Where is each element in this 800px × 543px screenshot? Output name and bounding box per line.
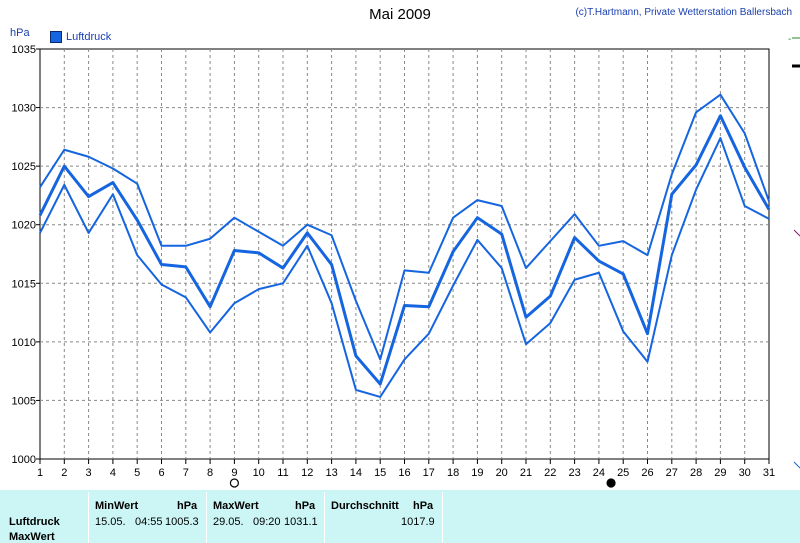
- statistics-panel: Luftdruck MaxWert MinWert hPa 15.05. 04:…: [0, 490, 800, 543]
- new-moon-marker: [606, 478, 616, 488]
- y-tick-label: 1015: [12, 278, 36, 290]
- x-tick-label: 16: [398, 467, 410, 479]
- x-tick-label: 7: [183, 467, 189, 479]
- y-tick-label: 1020: [12, 220, 36, 232]
- max-value: 1031.1: [284, 516, 318, 528]
- x-tick-label: 19: [471, 467, 483, 479]
- column-divider: [442, 492, 443, 543]
- x-tick-label: 4: [110, 467, 116, 479]
- min-time: 04:55: [135, 516, 163, 528]
- y-axis-unit: hPa: [10, 27, 30, 39]
- x-tick-label: 14: [350, 467, 362, 479]
- y-tick-label: 1010: [12, 337, 36, 349]
- x-tick-label: 23: [568, 467, 580, 479]
- x-tick-label: 2: [61, 467, 67, 479]
- x-tick-label: 24: [593, 467, 605, 479]
- x-tick-label: 3: [86, 467, 92, 479]
- column-divider: [88, 492, 89, 543]
- x-tick-label: 1: [37, 467, 43, 479]
- x-tick-label: 12: [301, 467, 313, 479]
- avg-header: Durchschnitt: [331, 500, 399, 512]
- x-tick-label: 17: [423, 467, 435, 479]
- legend: Luftdruck: [50, 31, 111, 43]
- x-tick-label: 27: [666, 467, 678, 479]
- x-tick-label: 30: [739, 467, 751, 479]
- x-tick-label: 20: [496, 467, 508, 479]
- x-tick-label: 11: [277, 467, 288, 479]
- y-tick-label: 1005: [12, 395, 36, 407]
- x-tick-label: 9: [231, 467, 237, 479]
- svg-text:-: -: [788, 34, 791, 45]
- chart-title: Mai 2009: [369, 6, 431, 23]
- x-tick-label: 5: [134, 467, 140, 479]
- x-tick-label: 26: [641, 467, 653, 479]
- x-tick-label: 6: [158, 467, 164, 479]
- x-tick-label: 28: [690, 467, 702, 479]
- min-date: 15.05.: [95, 516, 126, 528]
- series-line-lower: [39, 137, 770, 398]
- x-tick-label: 8: [207, 467, 213, 479]
- column-divider: [324, 492, 325, 543]
- legend-swatch: [50, 31, 62, 43]
- x-tick-label: 13: [325, 467, 337, 479]
- x-tick-label: 15: [374, 467, 386, 479]
- x-tick-label: 25: [617, 467, 629, 479]
- credit-text: (c)T.Hartmann, Private Wetterstation Bal…: [575, 7, 792, 18]
- min-header: MinWert: [95, 500, 139, 512]
- y-tick-label: 1000: [12, 454, 36, 466]
- avg-value: 1017.9: [401, 516, 435, 528]
- x-tick-label: 18: [447, 467, 459, 479]
- max-header: MaxWert: [213, 500, 259, 512]
- cropped-edge-marks: -: [788, 34, 800, 469]
- series-line-luftdruck: [38, 114, 771, 386]
- pressure-chart: 1 2 3 4 5 6 7 8 9 10 11 12 13 14 15 16 17 18 19 20 21 22 23 24 2…: [12, 44, 775, 488]
- series-line-upper: [39, 93, 770, 361]
- y-tick-label: 1030: [12, 103, 36, 115]
- row-label-second: MaxWert: [9, 531, 55, 543]
- x-tick-label: 22: [544, 467, 556, 479]
- y-tick-label: 1035: [12, 44, 36, 56]
- y-tick-label: 1025: [12, 161, 36, 173]
- min-value: 1005.3: [165, 516, 199, 528]
- column-divider: [206, 492, 207, 543]
- x-tick-label: 31: [763, 467, 775, 479]
- x-tick-label: 29: [714, 467, 726, 479]
- min-unit: hPa: [177, 500, 198, 512]
- max-unit: hPa: [295, 500, 316, 512]
- x-tick-label: 21: [520, 467, 532, 479]
- full-moon-marker: [229, 478, 239, 488]
- max-time: 09:20: [253, 516, 281, 528]
- max-date: 29.05.: [213, 516, 244, 528]
- legend-label: Luftdruck: [66, 31, 112, 43]
- avg-unit: hPa: [413, 500, 434, 512]
- x-tick-label: 10: [253, 467, 265, 479]
- row-label: Luftdruck: [9, 516, 60, 528]
